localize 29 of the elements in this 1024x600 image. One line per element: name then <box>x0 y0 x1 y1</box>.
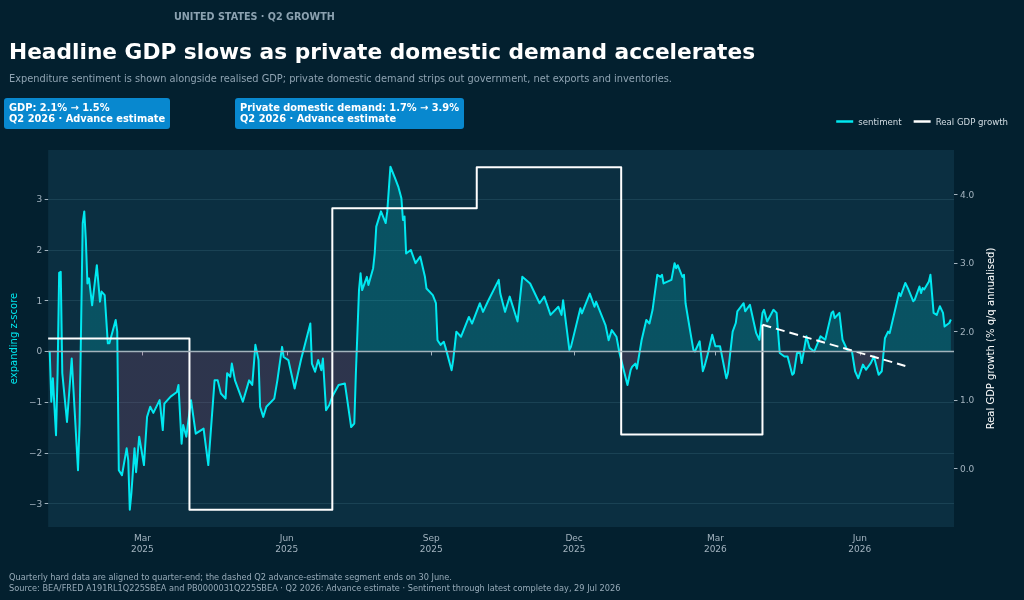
y-tick-label: 2 <box>36 244 43 255</box>
y2-tick-label: 1.0 <box>960 395 975 406</box>
x-tick-label: Mar 2025 <box>130 532 154 554</box>
text: Quarterly hard data are aligned to quarter-end; the dashed Q2 advance-estimate segment ends on 30 June. <box>9 572 453 583</box>
y-tick-label: 1 <box>36 295 43 306</box>
x-tick-label: Dec 2025 <box>562 532 586 554</box>
y-tick-label: −2 <box>28 447 43 458</box>
y-axis-title: expanding z-score <box>7 292 19 385</box>
text: GDP: 2.1% → 1.5% Q2 2026 · Advance estimate <box>4 98 171 129</box>
source-note: Source: BEA/FRED A191RL1Q225SBEA and PB0000031Q225SBEA · Q2 2026: Advance estimate · Sentiment through latest complete day, 29 Jul 2026 <box>9 583 621 594</box>
x-tick-label: Mar 2026 <box>703 532 728 554</box>
y2-tick-label: 3.0 <box>960 258 975 269</box>
y-tick-label: −1 <box>28 397 43 408</box>
chart-title: Headline GDP slows as private domestic demand accelerates <box>9 38 756 65</box>
y2-tick-label: 4.0 <box>960 189 975 200</box>
text: Private domestic demand: 1.7% → 3.9% Q2 2026 · Advance estimate <box>235 98 464 129</box>
text: UNITED STATES · Q2 GROWTH <box>174 11 335 23</box>
y-tick-label: 3 <box>36 194 43 205</box>
x-tick-label: Sep 2025 <box>419 532 443 554</box>
y-tick-label: 0 <box>36 346 43 357</box>
chart-subtitle: Expenditure sentiment is shown alongside realised GDP; private domestic demand strips out government, net exports and inventories. <box>9 73 672 85</box>
y2-tick-label: 2.0 <box>960 326 975 337</box>
legend-label: sentiment <box>858 116 903 127</box>
x-tick-label: Jun 2026 <box>848 532 872 554</box>
legend-label: Real GDP growth <box>935 116 1009 127</box>
y2-axis-title: Real GDP growth (% q/q annualised) <box>984 247 996 430</box>
x-tick-label: Jun 2025 <box>275 532 299 554</box>
y2-tick-label: 0.0 <box>960 463 975 474</box>
y-tick-label: −3 <box>28 498 43 509</box>
